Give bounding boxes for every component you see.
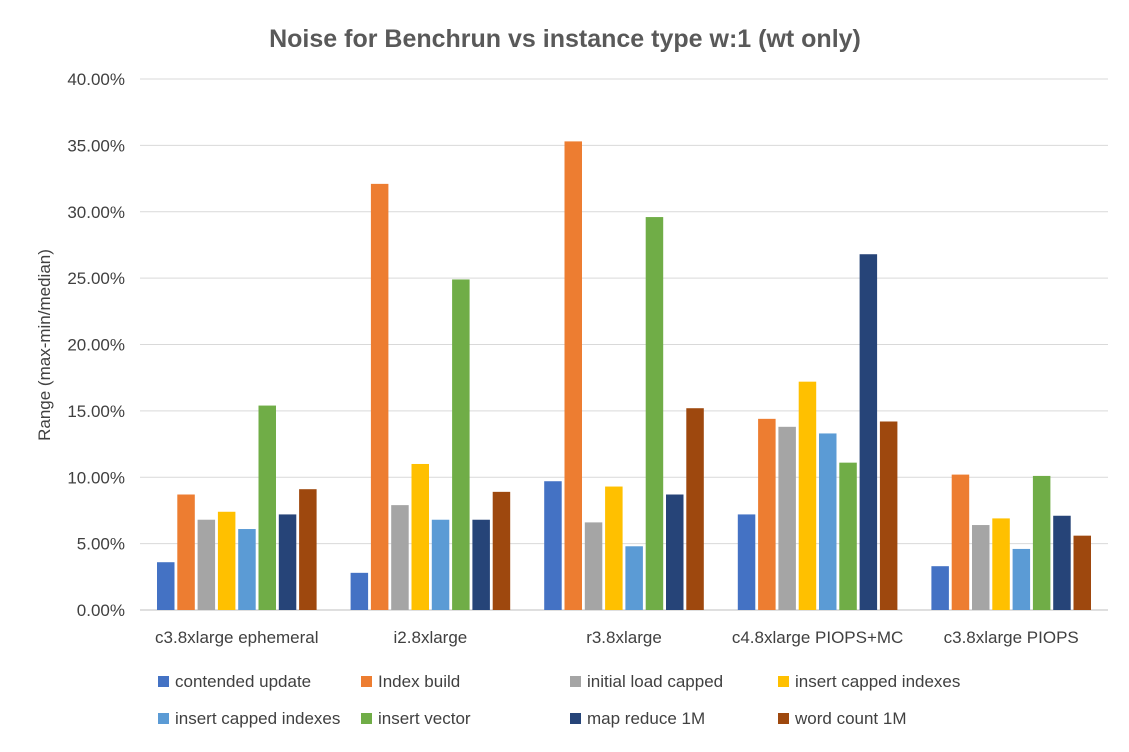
- bar: [798, 381, 817, 610]
- bar: [299, 489, 317, 610]
- y-tick-label: 25.00%: [67, 269, 125, 288]
- bar: [350, 572, 369, 610]
- legend-swatch: [158, 713, 169, 724]
- y-tick-label: 40.00%: [67, 70, 125, 89]
- bar: [859, 254, 878, 611]
- x-category-label: c3.8xlarge ephemeral: [155, 628, 318, 647]
- bar: [1053, 515, 1071, 610]
- bar: [666, 494, 684, 610]
- bar: [1012, 548, 1031, 610]
- y-tick-label: 0.00%: [77, 601, 125, 620]
- y-tick-label: 5.00%: [77, 535, 125, 554]
- legend-label: contended update: [175, 672, 311, 691]
- bar: [370, 183, 389, 610]
- bar: [992, 518, 1010, 610]
- legend-label: insert capped indexes: [795, 672, 960, 691]
- y-tick-label: 20.00%: [67, 336, 125, 355]
- bar: [1073, 535, 1091, 610]
- y-tick-labels: 0.00% 5.00% 10.00% 15.00% 20.00% 25.00% 30.00%…: [67, 70, 125, 620]
- bar: [492, 491, 511, 610]
- legend-swatch: [158, 676, 169, 687]
- bar: [778, 426, 796, 610]
- bar: [839, 462, 857, 610]
- legend: contended update Index build initial load …: [158, 672, 960, 728]
- y-tick-label: 10.00%: [67, 468, 125, 487]
- x-category-label: c4.8xlarge PIOPS+MC: [732, 628, 904, 647]
- bar: [258, 405, 276, 610]
- bar: [584, 522, 603, 610]
- bar: [278, 514, 297, 610]
- y-tick-label: 30.00%: [67, 203, 125, 222]
- legend-swatch: [570, 713, 581, 724]
- legend-label: initial load capped: [587, 672, 723, 691]
- x-category-label: i2.8xlarge: [394, 628, 468, 647]
- bar: [177, 494, 195, 610]
- bar: [645, 217, 664, 610]
- bar: [737, 514, 756, 610]
- bar: [758, 418, 776, 610]
- bar: [431, 519, 450, 610]
- bar: [472, 519, 490, 610]
- legend-swatch: [361, 676, 372, 687]
- legend-swatch: [570, 676, 581, 687]
- bar: [238, 529, 256, 610]
- bar: [1032, 475, 1051, 610]
- x-category-labels: c3.8xlarge ephemeral i2.8xlarge r3.8xlarge…: [155, 628, 1079, 647]
- x-category-label: r3.8xlarge: [586, 628, 662, 647]
- bar: [972, 525, 990, 610]
- bar: [951, 474, 970, 610]
- legend-label: Index build: [378, 672, 460, 691]
- x-category-label: c3.8xlarge PIOPS: [944, 628, 1079, 647]
- bar: [411, 463, 429, 610]
- legend-swatch: [361, 713, 372, 724]
- bar: [452, 279, 470, 610]
- bars: [157, 141, 1091, 611]
- bar: [391, 505, 409, 610]
- y-tick-label: 35.00%: [67, 136, 125, 155]
- legend-label: word count 1M: [794, 709, 907, 728]
- bar: [879, 421, 898, 610]
- legend-swatch: [778, 676, 789, 687]
- bar: [157, 562, 175, 610]
- bar: [625, 546, 643, 610]
- bar: [819, 433, 837, 610]
- chart-title: Noise for Benchrun vs instance type w:1 …: [269, 25, 861, 53]
- legend-label: map reduce 1M: [587, 709, 705, 728]
- legend-label: insert vector: [378, 709, 471, 728]
- y-axis-label: Range (max-min/median): [35, 249, 54, 441]
- legend-label: insert capped indexes: [175, 709, 340, 728]
- bar: [686, 408, 704, 610]
- bar: [197, 519, 216, 610]
- y-tick-label: 15.00%: [67, 402, 125, 421]
- bar: [931, 566, 949, 610]
- bar: [544, 481, 562, 610]
- bar: [605, 486, 623, 610]
- bar: [564, 141, 582, 610]
- legend-swatch: [778, 713, 789, 724]
- bar: [217, 511, 236, 610]
